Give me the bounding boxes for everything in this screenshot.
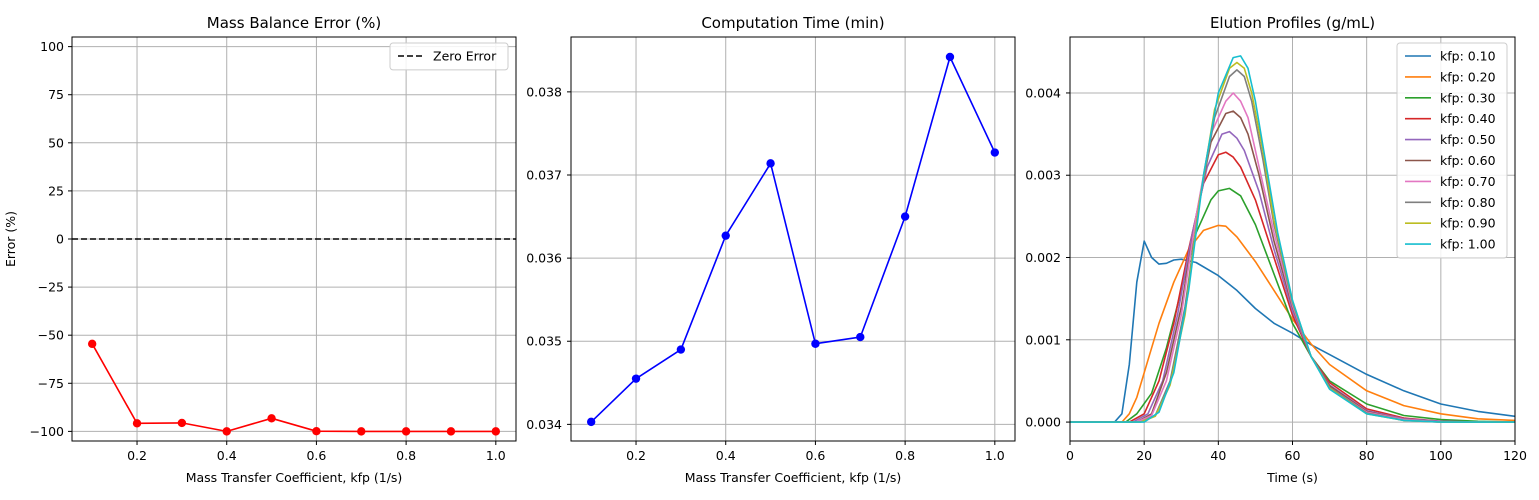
data-point — [267, 414, 276, 423]
x-tick-label: 0.4 — [217, 448, 237, 463]
data-point — [222, 427, 231, 436]
x-tick-label: 60 — [1285, 448, 1301, 463]
x-tick-label: 0.6 — [306, 448, 326, 463]
data-point — [811, 339, 820, 348]
legend-label: kfp: 0.70 — [1440, 174, 1496, 189]
y-tick-label: 25 — [48, 183, 64, 198]
y-tick-label: 0.004 — [1025, 85, 1061, 100]
x-tick-label: 1.0 — [486, 448, 506, 463]
data-point — [491, 427, 501, 436]
subplot-2: 0.2 0.4 0.6 0.8 1.0 0.034 0.035 0.036 0.037 0.038… — [526, 14, 1016, 485]
x-tick-label: 0.8 — [895, 448, 915, 463]
legend-label: kfp: 0.30 — [1440, 90, 1496, 105]
y-tick-label: 0.035 — [526, 334, 562, 349]
data-point — [401, 427, 411, 436]
series-line-2 — [1070, 224, 1515, 423]
series-line-4 — [1070, 151, 1515, 423]
legend-box — [389, 42, 509, 71]
data-point — [177, 418, 187, 428]
grid — [571, 37, 1015, 441]
x-tick-label: 40 — [1210, 448, 1226, 463]
axes-frame — [570, 36, 1016, 442]
x-tick-label: 120 — [1503, 448, 1527, 463]
y-tick-label: −25 — [38, 280, 64, 295]
plot-area — [586, 52, 1000, 427]
legend: kfp: 0.10 kfp: 0.20 kfp: 0.30 kfp: 0.40 kfp:… — [1396, 42, 1508, 259]
series-line-1 — [1070, 240, 1515, 423]
legend-label: kfp: 0.50 — [1440, 132, 1496, 147]
legend: Zero Error — [389, 42, 509, 71]
legend-label: kfp: 0.90 — [1440, 216, 1496, 231]
data-point — [945, 52, 955, 62]
subplot-3: 0 20 40 60 80 100 120 0.000 0.001 0.002 0.003 0.004… — [1025, 14, 1527, 485]
data-point — [87, 339, 97, 349]
x-tick-label: 1.0 — [985, 448, 1005, 463]
x-axis-label: Time (s) — [1266, 470, 1318, 485]
y-tick-label: 0.034 — [526, 417, 562, 432]
series-line-1 — [590, 56, 996, 423]
data-point — [766, 159, 775, 168]
series-line-3 — [1070, 187, 1515, 423]
data-point — [856, 332, 865, 342]
data-point — [990, 148, 1000, 157]
x-tick-label: 0.2 — [626, 448, 646, 463]
data-point — [676, 345, 686, 354]
y-axis-label: Error (%) — [3, 211, 18, 267]
legend-label: kfp: 0.40 — [1440, 111, 1496, 126]
y-tick-label: 0 — [56, 232, 64, 247]
y-tick-label: 0.036 — [526, 251, 562, 266]
chart-title: Mass Balance Error (%) — [207, 14, 381, 32]
data-point — [132, 419, 142, 428]
legend-label: Zero Error — [433, 49, 497, 64]
data-point — [446, 427, 456, 436]
data-point — [721, 231, 730, 240]
y-tick-label: −100 — [30, 424, 64, 439]
x-tick-label: 0.2 — [127, 448, 147, 463]
data-point — [586, 417, 596, 427]
series-line-1 — [91, 343, 496, 433]
y-tick-label: −50 — [38, 328, 64, 343]
data-point — [312, 426, 321, 436]
legend-label: kfp: 0.10 — [1440, 49, 1496, 64]
x-tick-label: 0.6 — [805, 448, 825, 463]
x-axis-label: Mass Transfer Coefficient, kfp (1/s) — [685, 470, 902, 485]
y-tick-label: 0.003 — [1025, 168, 1061, 183]
y-tick-label: 50 — [48, 135, 64, 150]
subplot-1: 0.2 0.4 0.6 0.8 1.0 −100 −75 −50 −25 0 25 50 75 100 Ma… — [3, 14, 517, 485]
series-line-10 — [1070, 55, 1515, 423]
y-tick-label: −75 — [38, 376, 64, 391]
data-point — [900, 212, 910, 221]
legend-label: kfp: 0.80 — [1440, 195, 1496, 210]
y-tick-label: 0.001 — [1025, 332, 1061, 347]
y-tick-label: 100 — [40, 39, 64, 54]
chart-title: Computation Time (min) — [701, 14, 884, 32]
y-tick-label: 0.002 — [1025, 250, 1061, 265]
y-tick-label: 0.038 — [526, 84, 562, 99]
x-tick-label: 80 — [1359, 448, 1375, 463]
chart-title: Elution Profiles (g/mL) — [1210, 14, 1375, 32]
legend-box — [1396, 42, 1508, 259]
legend-label: kfp: 0.20 — [1440, 69, 1496, 84]
plot-area — [1070, 55, 1515, 423]
legend-label: kfp: 1.00 — [1440, 237, 1496, 252]
data-point — [357, 427, 366, 436]
x-tick-label: 100 — [1429, 448, 1453, 463]
y-tick-label: 0.000 — [1025, 415, 1061, 430]
data-point — [631, 374, 641, 383]
x-tick-label: 0 — [1066, 448, 1074, 463]
y-tick-label: 0.037 — [526, 167, 562, 182]
x-axis-label: Mass Transfer Coefficient, kfp (1/s) — [186, 470, 403, 485]
plot-area — [72, 238, 516, 436]
y-tick-label: 75 — [48, 87, 64, 102]
legend-label: kfp: 0.60 — [1440, 153, 1496, 168]
x-tick-label: 0.8 — [396, 448, 416, 463]
x-tick-label: 0.4 — [716, 448, 736, 463]
x-tick-label: 20 — [1136, 448, 1152, 463]
